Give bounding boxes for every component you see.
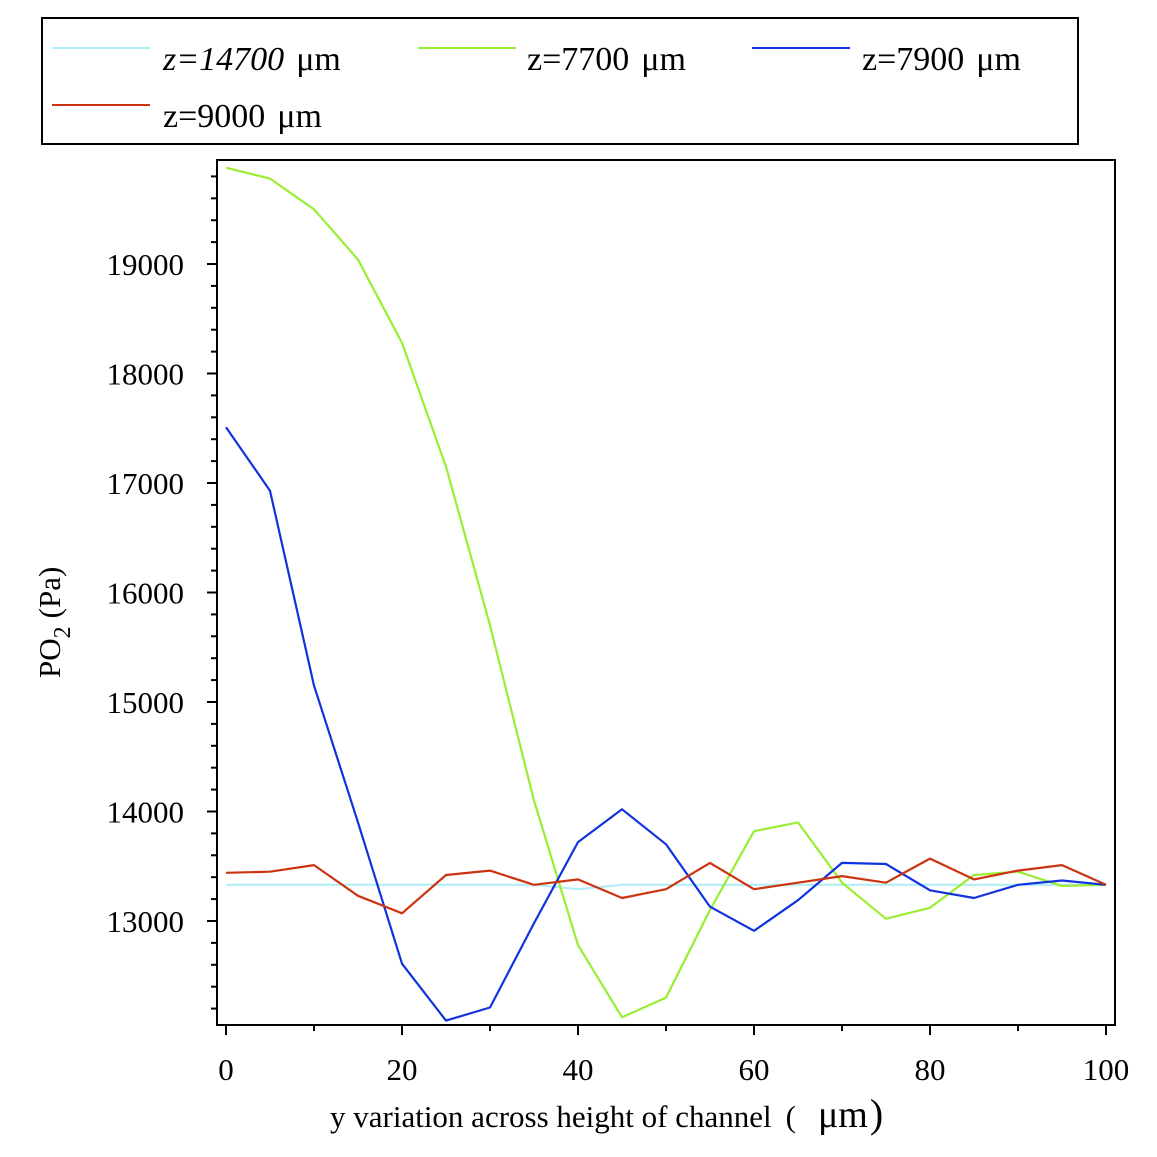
y-tick-label: 16000 bbox=[107, 576, 185, 611]
series-line-z9000 bbox=[225, 857, 1107, 915]
x-tick-label: 40 bbox=[563, 1052, 594, 1087]
series-line-z7700 bbox=[225, 166, 1107, 1019]
y-axis-ticks: 13000 14000 15000 16000 17000 18000 19000 bbox=[107, 175, 217, 1010]
x-tick-label: 20 bbox=[387, 1052, 418, 1087]
y-tick-label: 13000 bbox=[107, 904, 185, 939]
y-tick-label: 17000 bbox=[107, 466, 185, 501]
y-axis-label: PO2(Pa) bbox=[32, 567, 76, 678]
legend-label-z7700: z=7700 μm bbox=[527, 41, 686, 78]
y-tick-label: 15000 bbox=[107, 685, 185, 720]
y-tick-label: 14000 bbox=[107, 794, 185, 829]
x-tick-label: 60 bbox=[739, 1052, 770, 1087]
legend-label-z7900: z=7900 μm bbox=[862, 41, 1021, 78]
y-tick-label: 19000 bbox=[107, 247, 185, 282]
legend-label-z14700: z=14700 μm bbox=[162, 41, 341, 78]
x-tick-label: 80 bbox=[915, 1052, 946, 1087]
legend-label-z9000: z=9000 μm bbox=[163, 98, 322, 135]
x-axis-label: y variation across height of channel(μm) bbox=[330, 1091, 883, 1136]
x-tick-label: 0 bbox=[218, 1052, 234, 1087]
x-axis-ticks: 0 20 40 60 80 100 bbox=[218, 1025, 1129, 1087]
y-tick-label: 18000 bbox=[107, 357, 185, 392]
x-tick-label: 100 bbox=[1083, 1052, 1130, 1087]
series-group bbox=[225, 166, 1107, 1022]
series-line-z7900 bbox=[225, 426, 1107, 1022]
legend: z=14700 μm z=7700 μm z=7900 μm z=9000 μm bbox=[41, 17, 1079, 145]
legend-box bbox=[41, 17, 1079, 145]
